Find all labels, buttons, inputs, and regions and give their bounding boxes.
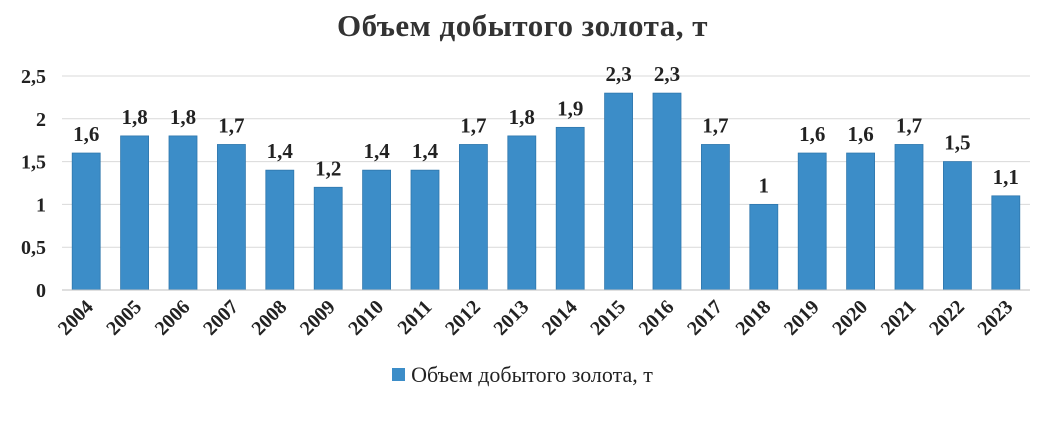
bar: [313, 186, 343, 291]
bar: [71, 152, 101, 291]
data-label: 1,1: [993, 165, 1019, 189]
data-label: 1,2: [315, 156, 341, 180]
y-tick-label: 1,5: [21, 152, 46, 174]
bar: [943, 161, 972, 291]
bar: [216, 144, 246, 291]
bar: [555, 126, 585, 291]
bar: [265, 169, 295, 291]
x-tick-label: 2011: [393, 296, 436, 339]
bar: [168, 135, 198, 291]
chart-title: Объем добытого золота, т: [337, 8, 708, 43]
data-label: 1,5: [944, 131, 970, 155]
bar: [991, 195, 1021, 291]
x-tick-label: 2022: [925, 296, 969, 340]
data-label: 2,3: [605, 62, 631, 86]
data-label: 1,8: [170, 105, 196, 129]
data-label: 1,6: [73, 122, 99, 146]
data-label: 2,3: [654, 62, 680, 86]
bar: [894, 144, 924, 291]
bar: [749, 203, 779, 291]
x-tick-label: 2014: [538, 296, 582, 340]
y-tick-label: 0: [36, 280, 46, 302]
bar: [120, 135, 149, 291]
x-tick-label: 2006: [151, 296, 195, 340]
y-tick-label: 2: [36, 109, 46, 131]
data-label: 1,6: [847, 122, 873, 146]
data-label: 1,7: [896, 113, 922, 137]
x-tick-label: 2023: [973, 296, 1017, 340]
bar: [701, 144, 730, 291]
y-tick-label: 2,5: [21, 66, 46, 88]
bar: [410, 169, 440, 291]
x-tick-label: 2021: [877, 296, 921, 340]
bar: [604, 92, 633, 291]
data-label: 1,8: [121, 105, 147, 129]
bar: [362, 169, 392, 291]
data-label: 1,7: [218, 113, 244, 137]
data-label: 1,4: [363, 139, 390, 163]
legend-swatch: [392, 368, 406, 382]
y-tick-label: 0,5: [21, 237, 46, 259]
x-tick-label: 2007: [199, 296, 243, 340]
bar: [507, 135, 537, 291]
x-tick-label: 2016: [635, 296, 679, 340]
legend-label: Объем добытого золота, т: [411, 362, 653, 387]
data-label: 1,7: [460, 113, 486, 137]
x-tick-label: 2015: [586, 296, 630, 340]
bar: [652, 92, 682, 291]
x-tick-label: 2020: [828, 296, 872, 340]
x-tick-label: 2017: [683, 296, 727, 340]
x-tick-label: 2018: [731, 296, 775, 340]
data-label: 1: [759, 173, 770, 197]
x-tick-label: 2010: [344, 296, 388, 340]
x-tick-label: 2004: [54, 296, 98, 340]
data-label: 1,4: [267, 139, 294, 163]
data-label: 1,9: [557, 96, 583, 120]
bar: [458, 144, 488, 291]
bar: [797, 152, 827, 291]
data-label: 1,8: [509, 105, 535, 129]
bar: [846, 152, 875, 291]
data-label: 1,6: [799, 122, 825, 146]
x-tick-label: 2012: [441, 296, 485, 340]
y-tick-label: 1: [36, 194, 46, 216]
x-tick-label: 2019: [780, 296, 824, 340]
x-tick-label: 2013: [489, 296, 533, 340]
legend: Объем добытого золота, т: [0, 362, 1045, 388]
x-tick-label: 2009: [296, 296, 340, 340]
data-label: 1,4: [412, 139, 439, 163]
data-label: 1,7: [702, 113, 728, 137]
x-tick-label: 2008: [247, 296, 291, 340]
x-tick-label: 2005: [102, 296, 146, 340]
